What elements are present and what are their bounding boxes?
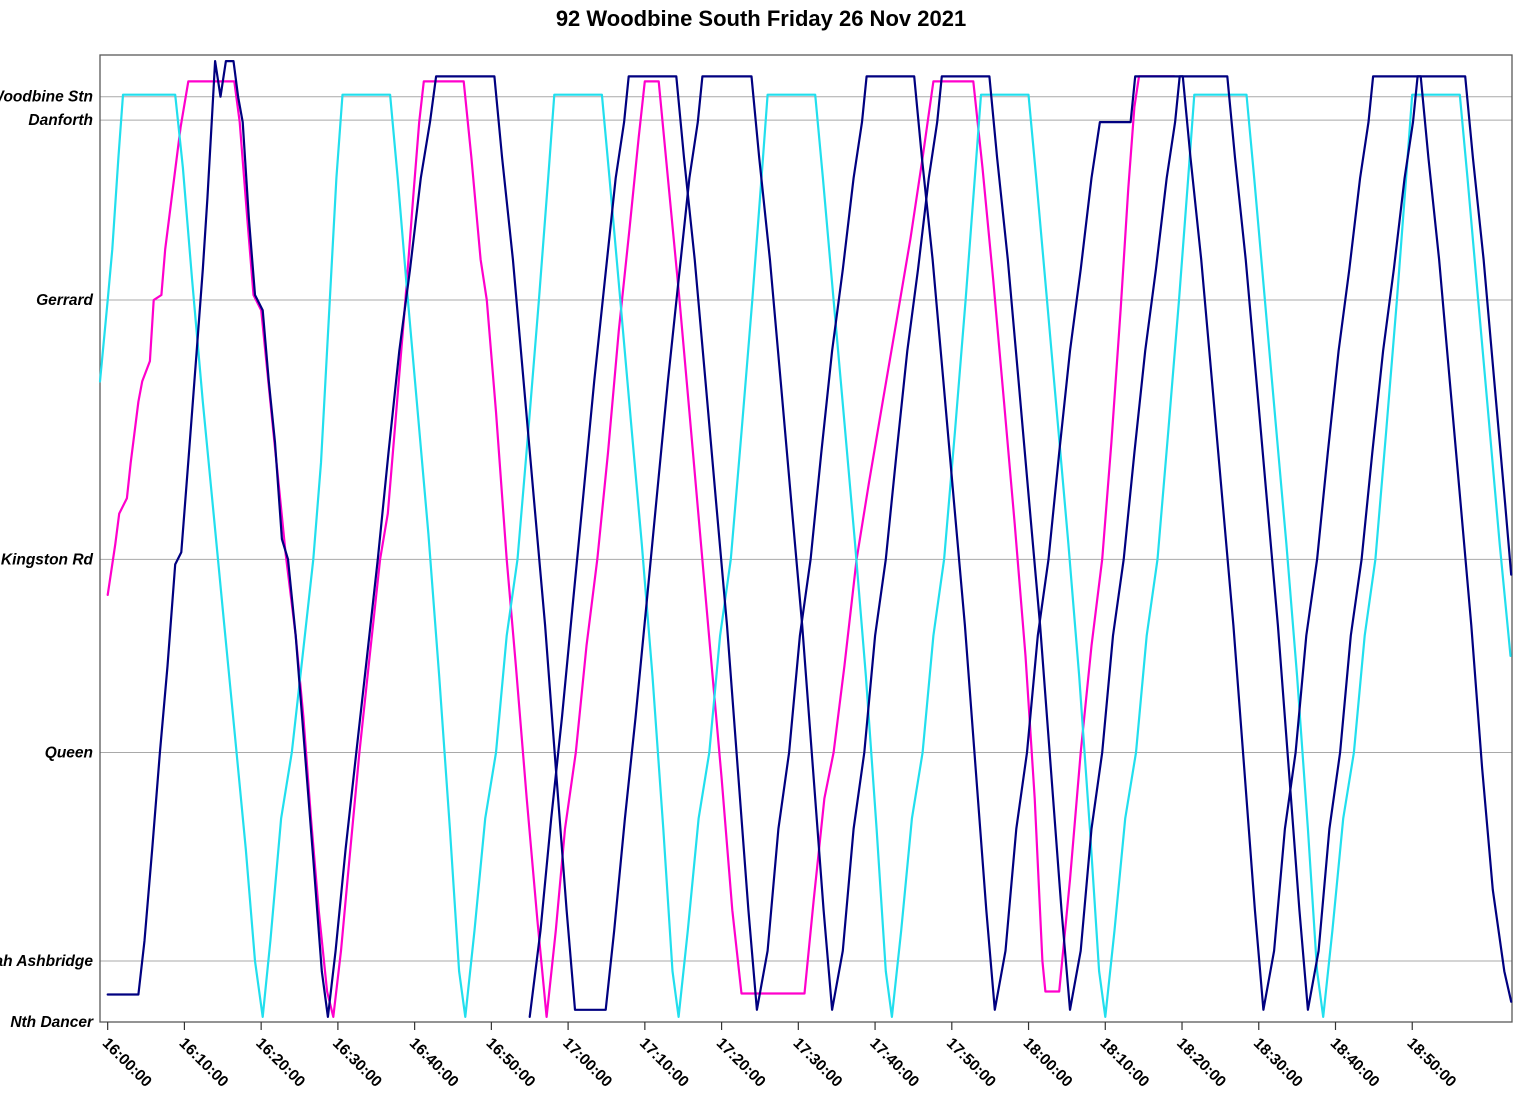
time-tick-label: 17:40:00 xyxy=(866,1035,922,1091)
time-tick-label: 18:30:00 xyxy=(1250,1035,1306,1091)
series-line-bus-navy-1 xyxy=(106,59,1513,1019)
time-tick-label: 18:20:00 xyxy=(1173,1035,1229,1091)
time-tick-label: 17:50:00 xyxy=(943,1035,999,1091)
station-label: Danforth xyxy=(28,112,93,129)
series-line-bus-cyan-1 xyxy=(98,93,1512,1019)
time-tick-label: 18:40:00 xyxy=(1327,1035,1383,1091)
time-tick-label: 17:10:00 xyxy=(636,1035,692,1091)
time-tick-label: 16:10:00 xyxy=(176,1035,232,1091)
time-tick-label: 16:00:00 xyxy=(99,1035,155,1091)
time-tick-label: 17:00:00 xyxy=(559,1035,615,1091)
station-label: Queen xyxy=(45,745,93,762)
station-label: Kingston Rd xyxy=(1,551,94,568)
time-tick-label: 17:20:00 xyxy=(713,1035,769,1091)
station-label: Nth Dancer xyxy=(10,1014,94,1031)
time-tick-label: 18:50:00 xyxy=(1403,1035,1459,1091)
station-label: Woodbine Stn xyxy=(0,89,93,106)
time-tick-label: 16:40:00 xyxy=(406,1035,462,1091)
series-line-bus-magenta-1 xyxy=(106,75,1176,1019)
time-tick-label: 17:30:00 xyxy=(789,1035,845,1091)
series-line-bus-navy-2 xyxy=(528,75,1513,1019)
time-tick-label: 18:10:00 xyxy=(1096,1035,1152,1091)
time-tick-label: 16:30:00 xyxy=(329,1035,385,1091)
time-tick-label: 16:50:00 xyxy=(483,1035,539,1091)
station-label: Sarah Ashbridge xyxy=(0,953,93,970)
time-tick-label: 18:00:00 xyxy=(1020,1035,1076,1091)
chart-title: 92 Woodbine South Friday 26 Nov 2021 xyxy=(555,6,967,31)
station-label: Gerrard xyxy=(36,292,93,309)
plot-border xyxy=(99,54,1513,1023)
time-tick-label: 16:20:00 xyxy=(252,1035,308,1091)
